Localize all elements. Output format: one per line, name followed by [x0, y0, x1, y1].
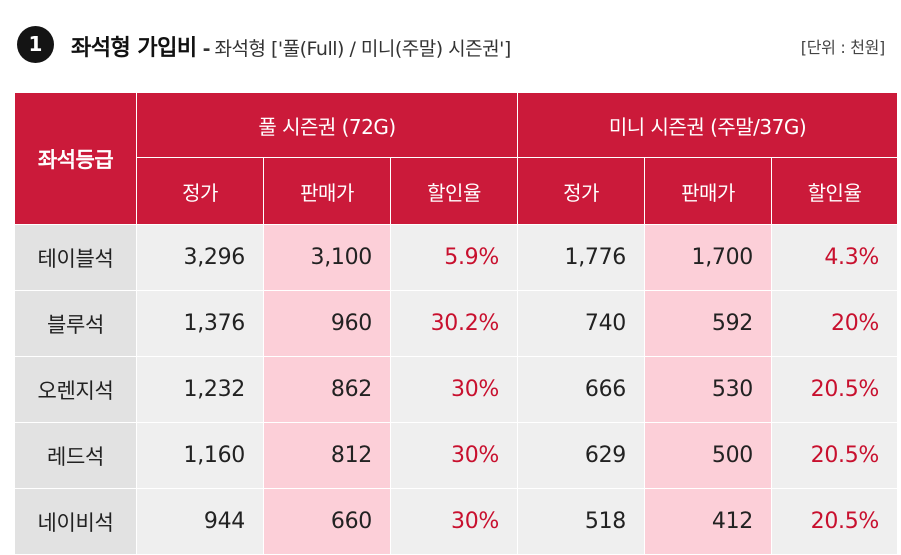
full-sale-cell: 960 — [263, 290, 391, 357]
full-sale-cell: 660 — [263, 488, 391, 555]
table-row: 레드석 1,160 812 30% 629 500 20.5% — [14, 422, 899, 489]
mini-sale-cell: 500 — [644, 422, 772, 489]
mini-regular-cell: 1,776 — [517, 224, 645, 291]
title-separator: - — [202, 38, 211, 60]
mini-regular-header: 정가 — [517, 157, 645, 225]
grade-cell: 오렌지석 — [14, 356, 137, 423]
mini-sale-cell: 592 — [644, 290, 772, 357]
full-sale-header: 판매가 — [263, 157, 391, 225]
table-row: 블루석 1,376 960 30.2% 740 592 20% — [14, 290, 899, 357]
full-sale-cell: 3,100 — [263, 224, 391, 291]
mini-sale-cell: 412 — [644, 488, 772, 555]
full-regular-cell: 1,232 — [136, 356, 264, 423]
unit-note: [단위 : 천원] — [800, 38, 886, 57]
grade-cell: 네이비석 — [14, 488, 137, 555]
price-table: 좌석등급 풀 시즌권 (72G) 미니 시즌권 (주말/37G) 정가 판매가 … — [14, 92, 899, 555]
section-subtitle: 좌석형 ['풀(Full) / 미니(주말) 시즌권'] — [214, 38, 512, 60]
section-header: 1 좌석형 가입비 - 좌석형 ['풀(Full) / 미니(주말) 시즌권'] [… — [17, 24, 885, 64]
table-row: 테이블석 3,296 3,100 5.9% 1,776 1,700 4.3% — [14, 224, 899, 291]
mini-regular-cell: 740 — [517, 290, 645, 357]
table-row: 네이비석 944 660 30% 518 412 20.5% — [14, 488, 899, 555]
full-discount-cell: 5.9% — [390, 224, 518, 291]
full-discount-cell: 30% — [390, 422, 518, 489]
full-sale-cell: 812 — [263, 422, 391, 489]
full-regular-cell: 944 — [136, 488, 264, 555]
full-regular-cell: 1,160 — [136, 422, 264, 489]
grade-cell: 레드석 — [14, 422, 137, 489]
mini-discount-cell: 4.3% — [770, 224, 899, 291]
full-discount-cell: 30% — [390, 488, 518, 555]
mini-sale-cell: 530 — [644, 356, 772, 423]
mini-sale-cell: 1,700 — [644, 224, 772, 291]
mini-discount-cell: 20.5% — [770, 488, 899, 555]
grade-column-header: 좌석등급 — [14, 92, 137, 225]
mini-regular-cell: 629 — [517, 422, 645, 489]
grade-cell: 테이블석 — [14, 224, 137, 291]
mini-regular-cell: 666 — [517, 356, 645, 423]
full-discount-cell: 30.2% — [390, 290, 518, 357]
full-season-header: 풀 시즌권 (72G) — [136, 92, 518, 158]
full-sale-cell: 862 — [263, 356, 391, 423]
full-regular-header: 정가 — [136, 157, 264, 225]
full-regular-cell: 1,376 — [136, 290, 264, 357]
table-row: 오렌지석 1,232 862 30% 666 530 20.5% — [14, 356, 899, 423]
mini-sale-header: 판매가 — [644, 157, 772, 225]
grade-cell: 블루석 — [14, 290, 137, 357]
full-discount-cell: 30% — [390, 356, 518, 423]
section-number-badge: 1 — [17, 26, 54, 63]
mini-discount-cell: 20.5% — [770, 422, 899, 489]
mini-discount-cell: 20.5% — [770, 356, 899, 423]
mini-discount-cell: 20% — [770, 290, 899, 357]
section-title: 좌석형 가입비 — [71, 36, 197, 61]
full-discount-header: 할인율 — [390, 157, 518, 225]
section-title-wrap: 좌석형 가입비 - 좌석형 ['풀(Full) / 미니(주말) 시즌권'] — [71, 30, 511, 62]
mini-season-header: 미니 시즌권 (주말/37G) — [516, 92, 899, 158]
full-regular-cell: 3,296 — [136, 224, 264, 291]
mini-regular-cell: 518 — [517, 488, 645, 555]
mini-discount-header: 할인율 — [770, 157, 899, 225]
